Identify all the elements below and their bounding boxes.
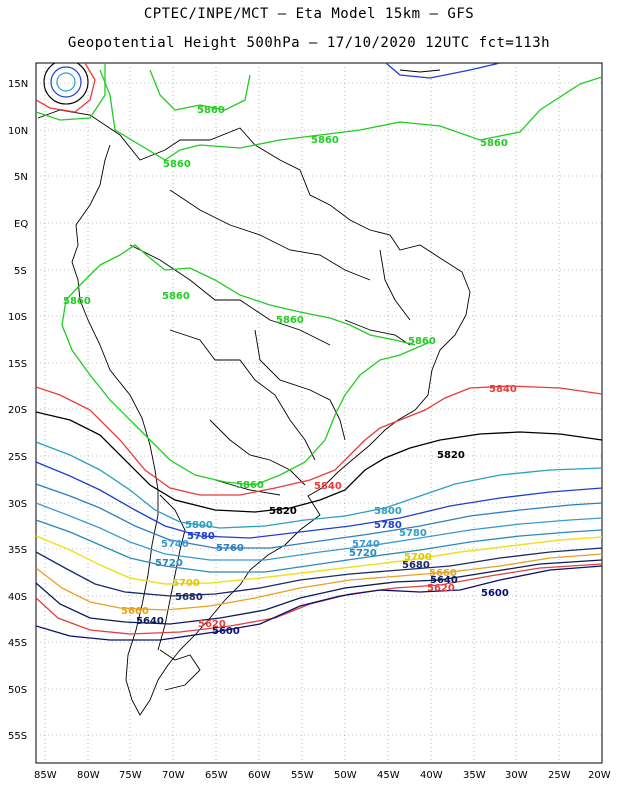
lat-label: 30S [8, 499, 27, 510]
lon-label: 80W [77, 770, 100, 781]
lon-label: 65W [205, 770, 228, 781]
contour-label: 5680 [402, 560, 430, 571]
lon-label: 25W [548, 770, 571, 781]
lon-label: 85W [34, 770, 57, 781]
lat-label: 20S [8, 405, 27, 416]
grid [36, 63, 602, 763]
contour-5860-north [99, 69, 602, 161]
contour-label: 5800 [185, 520, 213, 531]
lat-label: 10N [8, 126, 28, 137]
contour-label: 5860 [197, 105, 225, 116]
contour-label: 5860 [276, 315, 304, 326]
lat-label: 5N [14, 172, 28, 183]
contour-label: 5780 [374, 520, 402, 531]
contour-5700 [36, 535, 602, 585]
lat-label: 45S [8, 638, 27, 649]
lon-label: 30W [505, 770, 528, 781]
contour-5840-top [385, 63, 501, 79]
lat-label: 10S [8, 312, 27, 323]
contour-label: 5860 [480, 138, 508, 149]
contour-label: 5860 [163, 159, 191, 170]
contour-labels: 5860 5860 5860 5860 5860 5860 5860 5860 … [63, 105, 517, 637]
lat-label: 35S [8, 545, 27, 556]
lat-label: 15S [8, 359, 27, 370]
contour-label: 5740 [352, 539, 380, 550]
contour-5780 [36, 461, 602, 539]
contour-5740 [36, 502, 602, 561]
lon-label: 20W [588, 770, 611, 781]
coastlines [37, 69, 471, 716]
contour-label: 5860 [311, 135, 339, 146]
contour-label: 5620 [427, 583, 455, 594]
contour-5860-central-loop [99, 244, 416, 346]
contour-label: 5680 [175, 592, 203, 603]
contour-label: 5860 [236, 480, 264, 491]
contour-label: 5600 [212, 626, 240, 637]
contour-label: 5760 [216, 543, 244, 554]
low-pressure-center [43, 63, 89, 105]
lon-label: 35W [463, 770, 486, 781]
contour-5640 [36, 559, 602, 625]
contour-label: 5660 [429, 568, 457, 579]
contour-5840 [36, 385, 602, 496]
latitude-labels: 15N 10N 5N EQ 5S 10S 15S 20S 25S 30S 35S… [8, 79, 28, 742]
contour-label: 5640 [430, 575, 458, 586]
contour-5660 [36, 553, 602, 611]
contour-label: 5740 [161, 539, 189, 550]
lon-label: 45W [377, 770, 400, 781]
contour-5720 [36, 519, 602, 573]
contour-5800 [36, 441, 602, 529]
lon-label: 60W [248, 770, 271, 781]
lat-label: 50S [8, 685, 27, 696]
contour-5840-low [36, 63, 96, 113]
contour-label: 5780 [187, 531, 215, 542]
contour-label: 5860 [63, 296, 91, 307]
contour-label: 5700 [172, 578, 200, 589]
contour-5860-northwest [149, 69, 251, 111]
contour-label: 5860 [408, 336, 436, 347]
contour-5820 [36, 411, 602, 513]
contour-label: 5660 [121, 606, 149, 617]
contour-5680 [36, 547, 602, 597]
contour-5600 [36, 565, 602, 641]
contour-label: 5620 [198, 619, 226, 630]
lat-label: 40S [8, 592, 27, 603]
contour-label: 5860 [162, 291, 190, 302]
contour-label: 5840 [314, 481, 342, 492]
longitude-labels: 85W 80W 75W 70W 65W 60W 55W 50W 45W 40W … [34, 770, 611, 781]
contour-label: 5800 [374, 506, 402, 517]
contour-label: 5840 [489, 384, 517, 395]
lat-label: 55S [8, 731, 27, 742]
contour-label: 5600 [481, 588, 509, 599]
contour-label: 5820 [437, 450, 465, 461]
contour-label: 5720 [155, 558, 183, 569]
lon-label: 70W [162, 770, 185, 781]
contour-5620 [36, 563, 602, 635]
contour-5760 [36, 483, 602, 549]
lat-label: EQ [14, 219, 28, 230]
contour-5860-low [36, 63, 106, 121]
lat-label: 15N [8, 79, 28, 90]
lat-label: 25S [8, 452, 27, 463]
contour-label: 5720 [349, 548, 377, 559]
lat-label: 5S [14, 266, 27, 277]
lon-label: 55W [291, 770, 314, 781]
map-title-line1: CPTEC/INPE/MCT – Eta Model 15km – GFS [143, 6, 475, 22]
contour-label: 5640 [136, 616, 164, 627]
map-title-line2: Geopotential Height 500hPa – 17/10/2020 … [67, 35, 551, 51]
plot-frame [35, 62, 603, 764]
lon-label: 75W [119, 770, 142, 781]
contour-label: 5780 [399, 528, 427, 539]
contour-5860-outer [61, 264, 431, 486]
lon-label: 40W [420, 770, 443, 781]
lon-label: 50W [334, 770, 357, 781]
contour-label: 5700 [404, 552, 432, 563]
contour-label: 5820 [269, 506, 297, 517]
